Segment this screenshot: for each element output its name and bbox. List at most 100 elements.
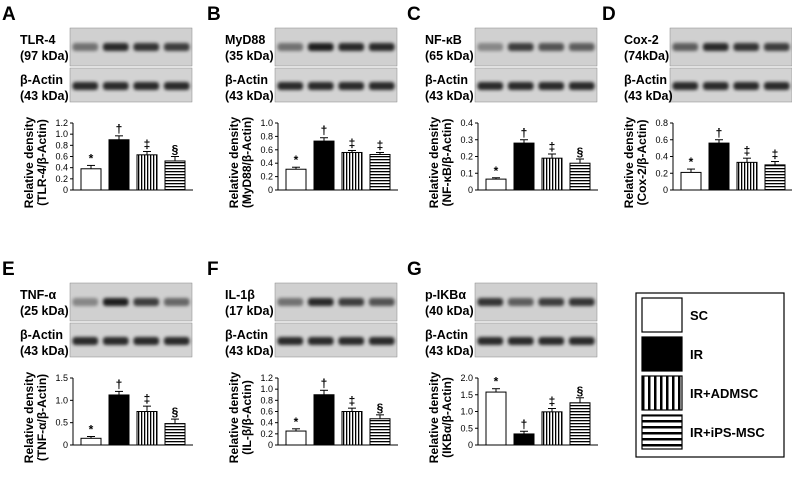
band-actin — [72, 337, 99, 345]
band-actin — [507, 337, 534, 345]
significance-mark: * — [494, 164, 499, 178]
band-actin — [133, 337, 160, 345]
y-tick-label: 0.4 — [260, 158, 273, 168]
band-target — [277, 298, 304, 306]
band-actin — [477, 337, 504, 345]
y-axis-label-line1: Relative density — [227, 116, 241, 208]
panel-a: A TLR-4 (97 kDa) β-Actin (43 kDa) Relative de… — [2, 4, 193, 208]
actin-kda: (43 kDa) — [624, 89, 673, 103]
band-actin — [368, 82, 395, 90]
y-tick-label: 0.6 — [260, 407, 273, 417]
band-actin — [133, 82, 160, 90]
y-tick-label: 0.4 — [460, 118, 473, 128]
bar-ir — [108, 394, 130, 446]
protein-label: MyD88 — [225, 33, 265, 47]
actin-kda: (43 kDa) — [20, 89, 69, 103]
band-target — [568, 298, 595, 306]
bar-sc — [80, 437, 102, 446]
actin-label: β-Actin — [20, 328, 63, 342]
y-tick-label: 0 — [468, 185, 473, 195]
significance-mark: § — [172, 143, 179, 157]
bar-ir-ips-msc — [164, 423, 186, 446]
band-target — [477, 298, 504, 306]
significance-mark: § — [577, 384, 584, 398]
panel-letter: F — [207, 259, 219, 280]
actin-label: β-Actin — [225, 73, 268, 87]
bar-sc — [485, 178, 507, 191]
y-tick-label: 1.0 — [55, 129, 68, 139]
band-target — [133, 298, 160, 306]
bar-ir-ips-msc — [369, 418, 391, 446]
band-target — [277, 43, 304, 51]
blot-target — [474, 27, 598, 67]
bar-ir-ips-msc — [369, 153, 391, 191]
band-target — [568, 43, 595, 51]
panel-g: Gp-IKBα (40 kDa) β-Actin (43 kDa) Relative d… — [407, 259, 598, 463]
protein-kda: (74kDa) — [624, 49, 669, 63]
panel-letter: A — [2, 4, 16, 25]
band-target — [72, 43, 99, 51]
y-tick-label: 0.2 — [260, 172, 273, 182]
y-tick-label: 0.3 — [460, 135, 473, 145]
band-target — [702, 43, 729, 51]
actin-label: β-Actin — [425, 73, 468, 87]
protein-label: TLR-4 — [20, 33, 55, 47]
significance-mark: ‡ — [377, 138, 384, 152]
bar-sc — [485, 391, 507, 446]
y-axis-label: Relative density (MyD88/β-Actin) — [227, 116, 254, 208]
band-target — [507, 298, 534, 306]
y-tick-label: 0 — [268, 440, 273, 450]
significance-mark: ‡ — [144, 392, 151, 406]
bar-ir — [108, 139, 130, 191]
band-actin — [568, 337, 595, 345]
band-target — [338, 43, 365, 51]
y-tick-label: 0.6 — [55, 152, 68, 162]
band-actin — [568, 82, 595, 90]
panels-layer: A TLR-4 (97 kDa) β-Actin (43 kDa) Relative de… — [2, 4, 792, 463]
significance-mark: † — [521, 417, 528, 431]
bar-ir-admsc — [736, 161, 758, 191]
y-tick-label: 1.0 — [260, 384, 273, 394]
panel-d: D Cox-2 (74kDa) β-Actin (43 kDa) Relative den… — [602, 4, 792, 208]
significance-mark: * — [294, 153, 299, 167]
protein-label: IL-1β — [225, 288, 255, 302]
band-actin — [672, 82, 699, 90]
significance-mark: ‡ — [772, 148, 779, 162]
y-tick-label: 0.4 — [655, 152, 668, 162]
panel-e: E TNF-α (25 kDa) β-Actin (43 kDa) Relative de… — [2, 259, 193, 463]
y-tick-label: 0.2 — [260, 429, 273, 439]
y-tick-label: 0 — [63, 440, 68, 450]
band-target — [672, 43, 699, 51]
blot-target — [474, 282, 598, 322]
y-tick-label: 1.0 — [55, 395, 68, 405]
protein-kda: (65 kDa) — [425, 49, 474, 63]
protein-kda: (97 kDa) — [20, 49, 69, 63]
band-actin — [702, 82, 729, 90]
band-target — [733, 43, 760, 51]
significance-mark: † — [321, 376, 328, 390]
y-axis-label: Relative density (Cox-2/β-Actin) — [622, 116, 649, 208]
legend-label: SC — [690, 308, 709, 323]
y-axis-label: Relative density (NF-κB/β-Actin) — [427, 116, 454, 208]
blot-target — [69, 282, 193, 322]
bar-ir — [513, 433, 535, 446]
significance-mark: * — [89, 151, 94, 165]
legend-swatch-0 — [641, 297, 683, 333]
y-axis-label-line1: Relative density — [22, 116, 36, 208]
significance-mark: ‡ — [549, 394, 556, 408]
significance-mark: † — [116, 122, 123, 136]
blot-target — [274, 27, 398, 67]
legend-label: IR — [690, 347, 704, 362]
y-tick-label: 0 — [663, 185, 668, 195]
bar-ir-admsc — [541, 411, 563, 446]
legend-swatch-2 — [641, 375, 683, 411]
band-actin — [102, 82, 129, 90]
protein-kda: (40 kDa) — [425, 304, 474, 318]
significance-mark: * — [689, 155, 694, 169]
panel-letter: C — [407, 4, 421, 25]
y-axis-label: Relative density (TLR-4/β-Actin) — [22, 116, 49, 208]
y-tick-label: 1.5 — [55, 373, 68, 383]
legend-swatch-1 — [641, 336, 683, 372]
y-tick-label: 0.8 — [260, 395, 273, 405]
